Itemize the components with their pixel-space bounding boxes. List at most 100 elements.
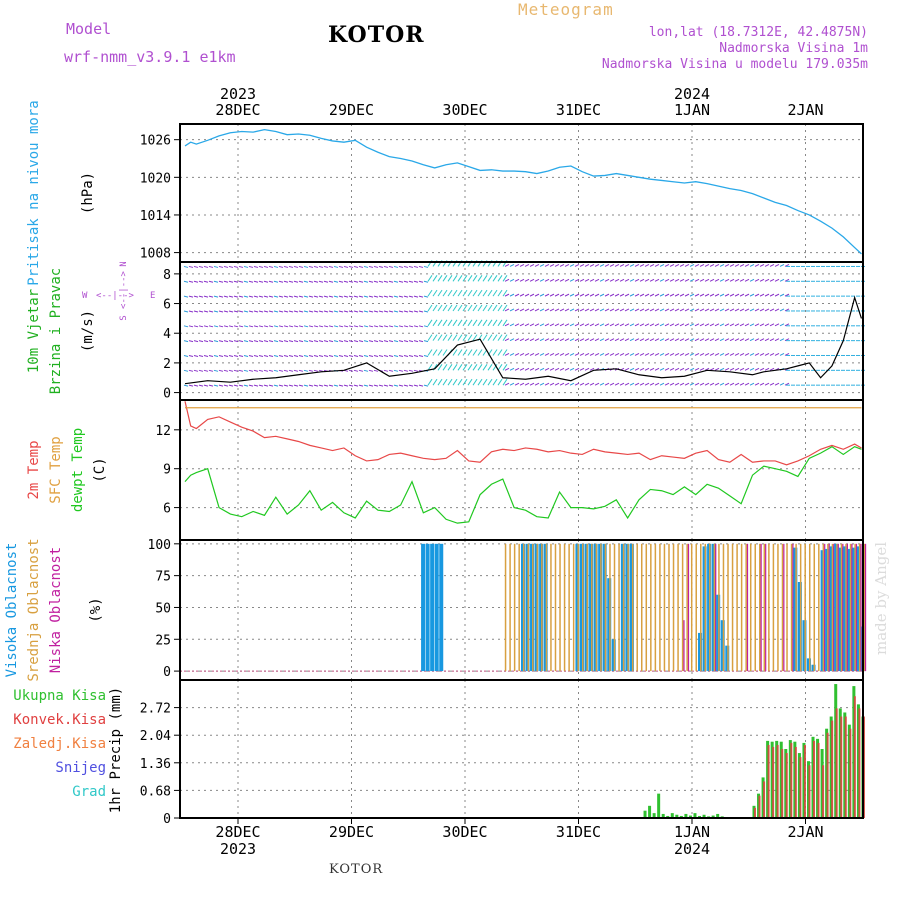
wind-barb	[734, 382, 740, 386]
wind-barb	[679, 293, 685, 297]
wind-barb	[769, 382, 775, 386]
wind-barb	[589, 338, 595, 342]
wind-barb	[333, 384, 339, 387]
cloud-axis-label-1: Visoka Oblacnost	[4, 543, 20, 678]
wind-axis-label-1: 10m Vjetar	[26, 289, 42, 373]
wind-barb	[674, 278, 680, 282]
temp-2m-line	[184, 401, 862, 466]
wind-barb	[183, 295, 189, 298]
wind-barb	[283, 354, 289, 357]
wind-barb	[659, 293, 665, 297]
wind-barb	[719, 293, 725, 297]
precip-conv-bar	[785, 753, 788, 818]
wind-barb	[318, 310, 324, 313]
wind-barb	[502, 364, 508, 371]
wind-barb	[679, 353, 685, 356]
wind-barb	[383, 280, 389, 283]
wind-barb	[343, 384, 349, 387]
wind-barb	[413, 340, 419, 343]
wind-barb	[639, 323, 645, 327]
wind-barb	[514, 308, 520, 312]
wind-barb	[699, 382, 705, 386]
wind-barb	[504, 264, 510, 267]
wind-barb	[649, 278, 655, 282]
wind-barb	[283, 325, 289, 328]
cloud-low-bar	[715, 543, 717, 672]
wind-barb	[208, 340, 214, 343]
wind-barb	[408, 340, 414, 343]
wind-barb	[333, 354, 339, 357]
wind-barb	[714, 367, 720, 371]
cloud-mid-bar	[704, 543, 707, 672]
wind-barb	[378, 295, 384, 298]
wind-barb	[719, 278, 725, 282]
precip-conv-bar	[803, 744, 806, 818]
wind-barb	[358, 354, 364, 357]
wind-barb	[472, 319, 478, 327]
wind-barb	[263, 325, 269, 328]
precip-conv-bar	[826, 732, 829, 818]
wind-barb	[383, 295, 389, 298]
wind-barb	[609, 293, 615, 297]
wind-barb	[559, 353, 565, 356]
wind-barb	[193, 369, 199, 372]
wind-barb	[559, 323, 565, 327]
wind-barb	[423, 325, 429, 328]
cloud-mid-bar	[786, 543, 788, 672]
cloud-mid-bar	[777, 543, 779, 672]
wind-barb	[749, 382, 755, 386]
wind-barb	[467, 304, 473, 312]
wind-barb	[437, 275, 443, 282]
x-bottom-date-label: 2JAN	[787, 823, 823, 841]
compass-north: N	[119, 261, 129, 266]
wind-barb	[427, 304, 433, 312]
wind-barb	[303, 384, 309, 387]
wind-barb	[308, 369, 314, 372]
wind-barb	[492, 378, 498, 386]
x-top-year-2023: 2023	[220, 85, 256, 103]
wind-barb	[373, 325, 379, 328]
wind-barb	[313, 340, 319, 343]
wind-barb	[719, 308, 725, 312]
wind-barb	[594, 293, 600, 297]
temp-unit-label: (C)	[92, 457, 108, 482]
wind-barb	[764, 353, 770, 356]
page-title: KOTOR	[328, 22, 425, 48]
wind-barb	[739, 367, 745, 371]
wind-barb	[514, 353, 520, 356]
wind-barb	[263, 295, 269, 298]
wind-barb	[634, 338, 640, 342]
wind-barb	[273, 295, 279, 298]
wind-barb	[749, 338, 755, 342]
wind-barb	[263, 280, 269, 283]
x-bottom-date-label: 28DEC	[215, 823, 260, 841]
wind-barb	[639, 308, 645, 312]
wind-barb	[418, 265, 424, 268]
wind-barb	[298, 310, 304, 313]
wind-barb	[739, 293, 745, 297]
cloud-mid-bar	[736, 543, 738, 672]
wind-barb	[497, 289, 503, 297]
wind-barb	[639, 293, 645, 297]
precip-bars	[643, 684, 865, 818]
wind-barb	[418, 310, 424, 313]
wind-barb	[492, 319, 498, 327]
wind-barb	[318, 265, 324, 268]
wind-barb	[524, 323, 530, 327]
wind-barb	[744, 367, 750, 371]
wind-barb	[427, 364, 433, 371]
wind-barb	[549, 367, 555, 371]
wind-barb	[303, 295, 309, 298]
wind-barb	[373, 310, 379, 313]
cloud-mid-bar	[849, 543, 852, 672]
wind-barb	[502, 334, 508, 341]
wind-barb	[604, 323, 610, 327]
wind-barb	[519, 308, 525, 312]
wind-barb	[659, 308, 665, 312]
wind-barb	[368, 340, 374, 343]
wind-barb	[238, 325, 244, 328]
wind-barb	[509, 367, 515, 371]
wind-barb	[218, 384, 224, 387]
wind-barb	[398, 369, 404, 372]
cloud-mid-bar	[713, 543, 716, 672]
